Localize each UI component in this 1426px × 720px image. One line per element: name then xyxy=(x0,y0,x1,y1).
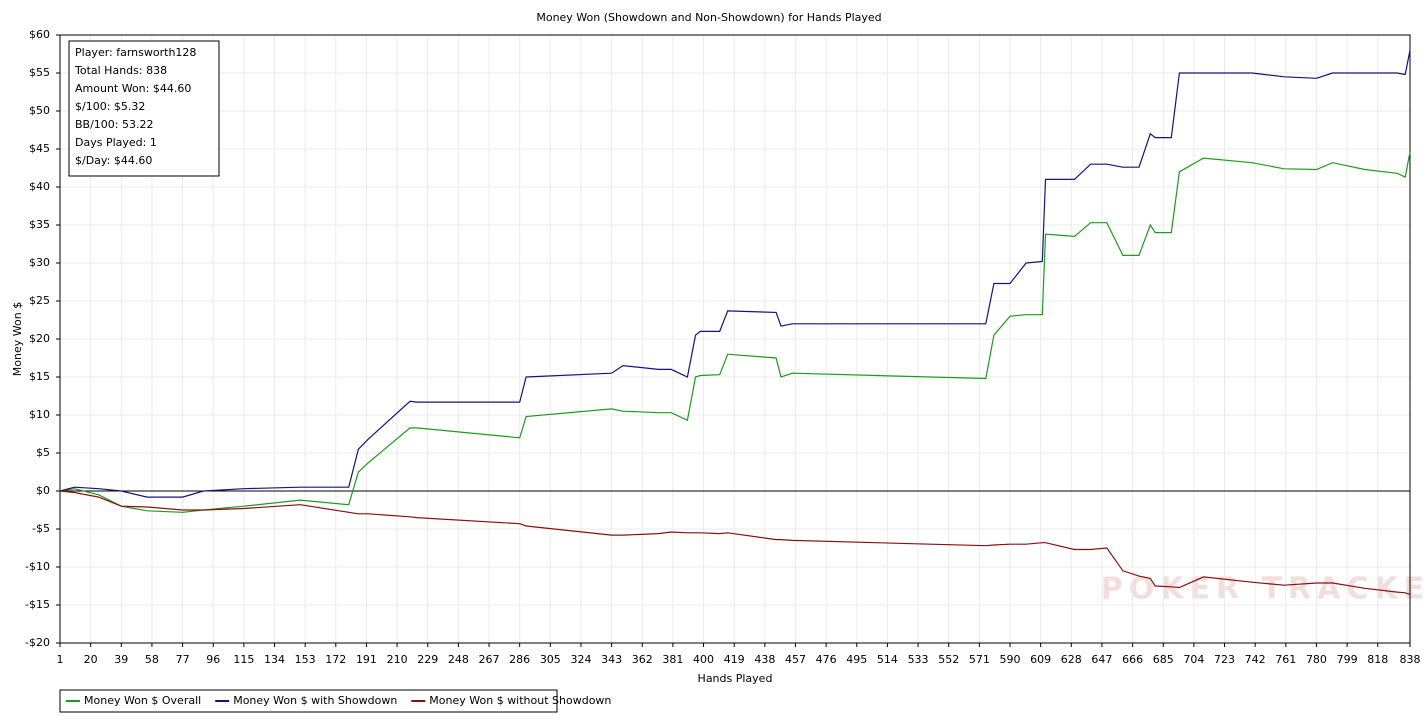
x-tick-label: 742 xyxy=(1245,653,1266,666)
x-tick-label: 229 xyxy=(417,653,438,666)
y-tick-label: $30 xyxy=(29,256,50,269)
info-line: $/Day: $44.60 xyxy=(75,154,152,167)
x-tick-label: 286 xyxy=(509,653,530,666)
x-tick-label: 590 xyxy=(1000,653,1021,666)
x-tick-label: 419 xyxy=(724,653,745,666)
y-tick-label: $45 xyxy=(29,142,50,155)
y-tick-label: -$20 xyxy=(25,636,50,649)
x-tick-label: 248 xyxy=(448,653,469,666)
y-tick-label: $50 xyxy=(29,104,50,117)
y-tick-label: $5 xyxy=(36,446,50,459)
y-tick-label: $55 xyxy=(29,66,50,79)
y-tick-label: $40 xyxy=(29,180,50,193)
info-box xyxy=(68,40,220,177)
y-axis-label: Money Won $ xyxy=(11,302,24,376)
info-line: Amount Won: $44.60 xyxy=(75,82,191,95)
x-tick-label: 647 xyxy=(1091,653,1112,666)
x-tick-label: 362 xyxy=(632,653,653,666)
x-tick-label: 381 xyxy=(662,653,683,666)
x-tick-label: 552 xyxy=(938,653,959,666)
legend-label: Money Won $ without Showdown xyxy=(429,694,611,707)
x-tick-label: 153 xyxy=(295,653,316,666)
plot-frame xyxy=(59,34,1411,644)
info-line: Total Hands: 838 xyxy=(74,64,167,77)
y-tick-label: $10 xyxy=(29,408,50,421)
x-tick-label: 457 xyxy=(785,653,806,666)
x-tick-label: 609 xyxy=(1030,653,1051,666)
x-tick-label: 514 xyxy=(877,653,898,666)
x-tick-label: 20 xyxy=(84,653,98,666)
x-tick-label: 58 xyxy=(145,653,159,666)
y-tick-label: $0 xyxy=(36,484,50,497)
x-tick-label: 305 xyxy=(540,653,561,666)
y-tick-label: -$5 xyxy=(32,522,50,535)
chart-title: Money Won (Showdown and Non-Showdown) fo… xyxy=(536,11,881,24)
x-tick-label: 704 xyxy=(1183,653,1204,666)
x-tick-label: 1 xyxy=(57,653,64,666)
x-tick-label: 343 xyxy=(601,653,622,666)
x-tick-label: 799 xyxy=(1337,653,1358,666)
info-line: Days Played: 1 xyxy=(75,136,157,149)
x-tick-label: 96 xyxy=(206,653,220,666)
series-line xyxy=(59,151,1411,513)
legend-box xyxy=(59,689,558,713)
y-tick-label: $35 xyxy=(29,218,50,231)
x-tick-label: 191 xyxy=(356,653,377,666)
legend-label: Money Won $ Overall xyxy=(84,694,201,707)
x-tick-label: 685 xyxy=(1153,653,1174,666)
x-tick-label: 571 xyxy=(969,653,990,666)
watermark: POKER TRACKER xyxy=(1101,572,1426,607)
info-line: BB/100: 53.22 xyxy=(75,118,154,131)
x-tick-label: 533 xyxy=(908,653,929,666)
x-tick-label: 438 xyxy=(754,653,775,666)
x-tick-label: 172 xyxy=(325,653,346,666)
x-tick-label: 628 xyxy=(1061,653,1082,666)
y-tick-label: $20 xyxy=(29,332,50,345)
x-tick-label: 267 xyxy=(479,653,500,666)
x-tick-label: 77 xyxy=(176,653,190,666)
info-line: $/100: $5.32 xyxy=(75,100,145,113)
y-tick-label: -$10 xyxy=(25,560,50,573)
x-tick-label: 115 xyxy=(233,653,254,666)
y-tick-label: $25 xyxy=(29,294,50,307)
x-tick-label: 838 xyxy=(1400,653,1421,666)
legend-label: Money Won $ with Showdown xyxy=(233,694,397,707)
x-tick-label: 324 xyxy=(570,653,591,666)
info-line: Player: farnsworth128 xyxy=(75,46,196,59)
y-tick-label: -$15 xyxy=(25,598,50,611)
x-axis-label: Hands Played xyxy=(698,672,773,685)
x-tick-label: 210 xyxy=(387,653,408,666)
x-tick-label: 780 xyxy=(1306,653,1327,666)
x-tick-label: 134 xyxy=(264,653,285,666)
series-line xyxy=(59,50,1411,498)
x-tick-label: 495 xyxy=(846,653,867,666)
x-tick-label: 666 xyxy=(1122,653,1143,666)
y-tick-label: $15 xyxy=(29,370,50,383)
x-tick-label: 39 xyxy=(114,653,128,666)
x-tick-label: 400 xyxy=(693,653,714,666)
y-tick-label: $60 xyxy=(29,28,50,41)
x-tick-label: 761 xyxy=(1275,653,1296,666)
x-tick-label: 476 xyxy=(816,653,837,666)
x-tick-label: 818 xyxy=(1367,653,1388,666)
series-line xyxy=(59,490,1411,595)
x-tick-label: 723 xyxy=(1214,653,1235,666)
